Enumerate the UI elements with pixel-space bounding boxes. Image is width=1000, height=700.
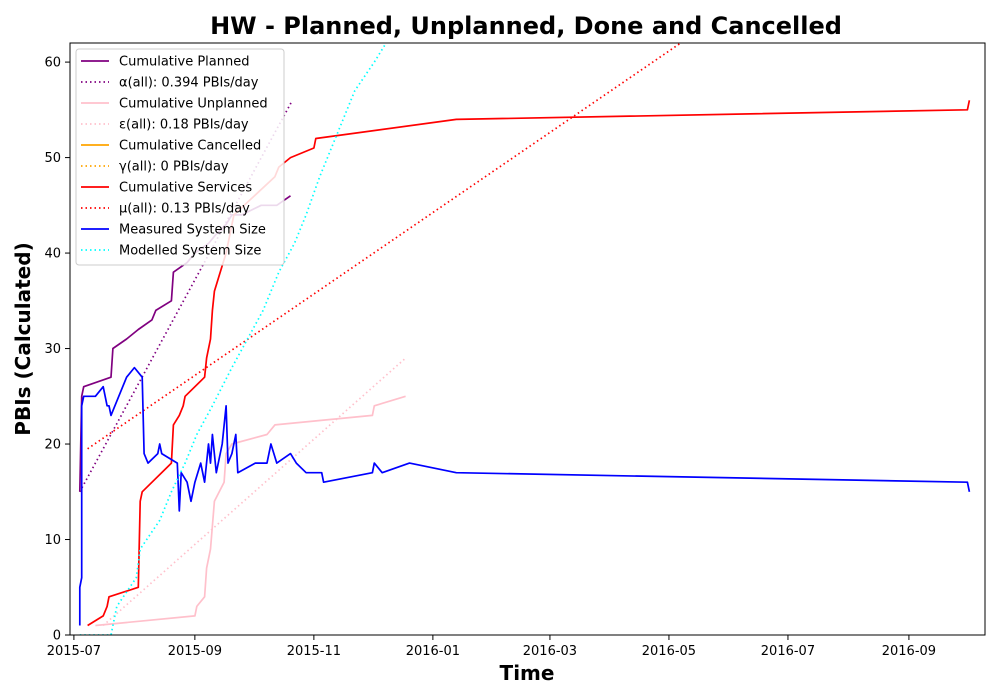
y-tick-label: 50 [44,151,61,166]
x-tick-label: 2016-01 [406,644,460,659]
x-axis: 2015-07 2015-09 2015-11 2016-01 2016-03 2016-… [47,635,936,659]
x-tick-label: 2015-11 [287,644,341,659]
legend-label: Cumulative Cancelled [119,139,261,154]
series-line-measured-system-size [78,366,971,626]
legend-label: Cumulative Services [119,181,252,196]
chart-title: HW - Planned, Unplanned, Done and Cancel… [210,12,842,40]
series-line-cumulative-services [87,100,971,627]
y-tick-label: 40 [44,247,61,262]
x-axis-title: Time [500,661,555,685]
y-tick-label: 10 [44,533,61,548]
x-tick-label: 2016-03 [523,644,577,659]
x-tick-label: 2015-07 [47,644,101,659]
legend-label: Measured System Size [119,223,266,238]
x-tick-label: 2016-09 [882,644,936,659]
x-tick-label: 2016-05 [642,644,696,659]
legend-label: Cumulative Planned [119,55,249,70]
legend-label: ε(all): 0.18 PBIs/day [119,118,249,133]
x-tick-label: 2016-07 [761,644,815,659]
plot-frame [69,42,986,636]
y-tick-label: 0 [53,629,61,644]
y-tick-label: 30 [44,342,61,357]
legend-label: Cumulative Unplanned [119,97,268,112]
legend: Cumulative Planned α(all): 0.394 PBIs/day… [75,48,285,266]
x-tick-label: 2015-09 [168,644,222,659]
series-line-all-0-18-pbis-day [102,357,407,627]
y-axis: 0 10 20 30 40 50 60 [44,56,70,644]
legend-label: γ(all): 0 PBIs/day [119,160,229,175]
y-axis-title: PBIs (Calculated) [11,242,35,435]
y-tick-label: 60 [44,56,61,71]
legend-label: Modelled System Size [119,244,261,259]
series-line-all-0-13-pbis-day [87,43,682,450]
y-tick-label: 20 [44,438,61,453]
series-line-cumulative-unplanned [95,395,406,627]
legend-label: α(all): 0.394 PBIs/day [119,76,259,91]
legend-label: μ(all): 0.13 PBIs/day [119,202,250,217]
legend-box [75,48,285,266]
